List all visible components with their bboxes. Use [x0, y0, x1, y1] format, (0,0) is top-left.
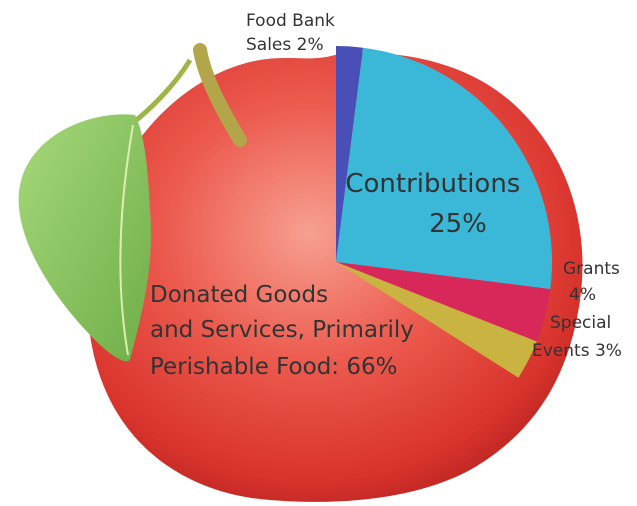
apple-stem	[193, 43, 247, 147]
label-donated-goods: Donated Goods and Services, Primarily Pe…	[150, 282, 421, 380]
label-contributions-line1: Contributions	[345, 169, 520, 199]
slice-special-events	[336, 262, 537, 378]
label-special-events: Special Events 3%	[532, 313, 622, 361]
label-grants-line1: Grants	[563, 259, 620, 279]
slice-contributions	[336, 47, 552, 290]
label-special-events-line2: Events 3%	[532, 341, 622, 361]
slice-grants	[336, 262, 551, 342]
leaf	[18, 114, 151, 362]
leaf-vein	[119, 124, 134, 356]
label-grants-line2: 4%	[569, 285, 596, 305]
label-grants: Grants 4%	[563, 259, 625, 305]
slice-food-bank-sales	[336, 46, 364, 262]
label-donated-goods-line1: Donated Goods	[150, 282, 328, 308]
slice-labels: Food Bank Sales 2% Contributions 25% Gra…	[150, 11, 625, 380]
label-special-events-line1: Special	[550, 313, 611, 333]
label-donated-goods-line2: and Services, Primarily	[150, 317, 414, 343]
label-contributions: Contributions 25%	[345, 169, 528, 239]
label-food-bank-sales-line2: Sales 2%	[246, 35, 324, 55]
pie-slices	[336, 46, 552, 378]
label-contributions-line2: 25%	[429, 209, 487, 239]
label-food-bank-sales: Food Bank Sales 2%	[246, 11, 340, 55]
label-food-bank-sales-line1: Food Bank	[246, 11, 335, 31]
label-donated-goods-line3: Perishable Food: 66%	[150, 354, 398, 380]
